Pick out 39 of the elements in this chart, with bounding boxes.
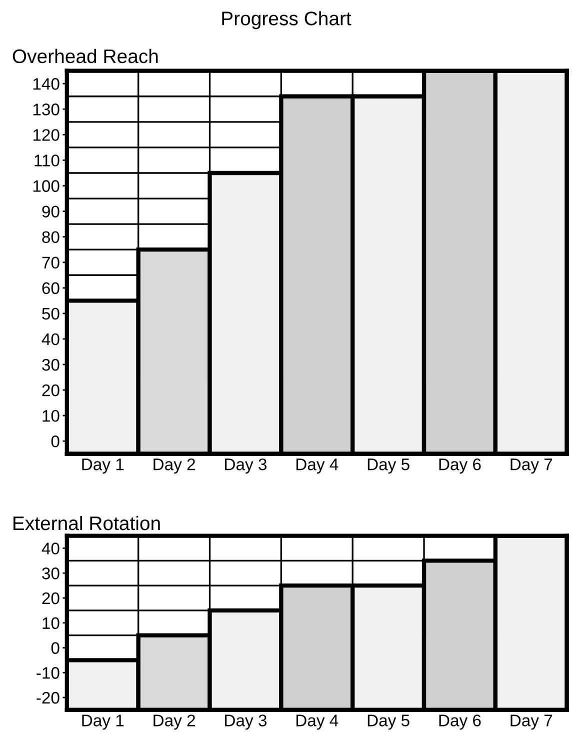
y-tick-label: -20 [36, 692, 60, 704]
x-tick-label: Day 6 [439, 458, 481, 474]
y-tick-label: 40 [42, 333, 60, 346]
y-tick-label: 130 [33, 104, 60, 116]
x-tick-label: Day 5 [368, 458, 410, 474]
y-tick-label: 10 [42, 617, 60, 630]
y-tick-label: 100 [33, 180, 60, 192]
chart-subtitle: Overhead Reach [12, 48, 158, 64]
x-tick-label: Day 7 [510, 458, 552, 474]
x-tick-label: Day 3 [225, 714, 267, 730]
y-tick-label: 80 [42, 231, 60, 244]
x-tick-label: Day 5 [368, 714, 410, 730]
y-tick-label: -10 [36, 667, 60, 679]
y-tick-label: 0 [51, 642, 60, 654]
chart-title: Progress Chart [222, 11, 352, 30]
y-tick-label: 30 [42, 568, 60, 580]
x-tick-label: Day 2 [154, 458, 195, 474]
x-tick-label: Day 3 [225, 458, 267, 474]
x-tick-label: Day 6 [439, 714, 481, 730]
chart-subtitle: External Rotation [14, 516, 160, 530]
x-tick-label: Day 4 [296, 458, 338, 474]
y-tick-label: 120 [33, 129, 60, 141]
y-tick-label: 110 [34, 154, 60, 166]
y-tick-label: 10 [42, 410, 60, 422]
y-tick-label: 50 [42, 308, 60, 320]
x-tick-label: Day 1 [82, 714, 124, 730]
y-tick-label: 20 [42, 592, 60, 604]
y-tick-label: 0 [51, 436, 60, 448]
y-tick-label: 30 [42, 358, 60, 371]
y-tick-label: 140 [33, 78, 60, 90]
x-tick-label: Day 4 [296, 714, 338, 730]
y-tick-label: 70 [42, 256, 60, 269]
y-tick-label: 40 [42, 542, 60, 554]
x-tick-label: Day 7 [510, 714, 552, 730]
x-tick-label: Day 2 [154, 714, 195, 730]
x-tick-label: Day 1 [82, 458, 124, 474]
y-tick-label: 20 [42, 384, 60, 396]
y-tick-label: 90 [42, 206, 60, 218]
y-tick-label: 60 [42, 282, 60, 294]
